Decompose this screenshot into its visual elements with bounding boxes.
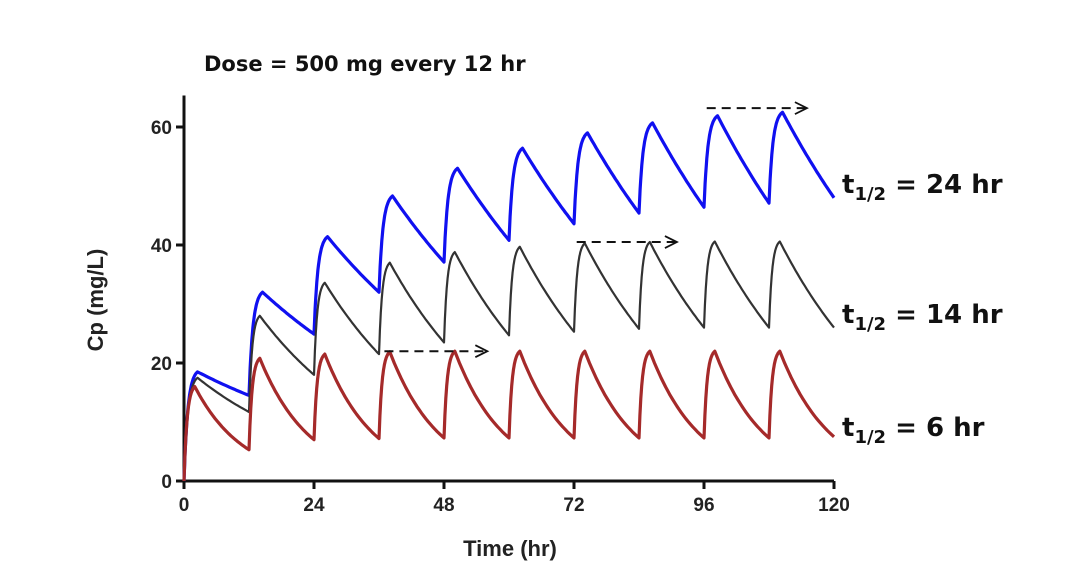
y-tick-label: 0 [161, 472, 172, 493]
x-tick-label: 0 [179, 495, 190, 516]
series-line-2 [182, 349, 836, 482]
y-tick-label: 40 [151, 236, 172, 257]
x-tick-label: 120 [818, 495, 850, 516]
y-tick-label: 60 [151, 118, 172, 139]
series-line-0 [182, 110, 836, 482]
chart-title: Dose = 500 mg every 12 hr [204, 52, 526, 76]
x-tick-label: 96 [693, 495, 714, 516]
series-label-14hr: t1/2 = 14 hr [842, 300, 1003, 335]
series-label-6hr: t1/2 = 6 hr [842, 413, 985, 448]
series-label-24hr: t1/2 = 24 hr [842, 170, 1003, 205]
arrow-head-icon [794, 101, 809, 115]
x-tick-label: 24 [303, 495, 325, 516]
y-axis-label: Cp (mg/L) [83, 249, 108, 352]
x-tick-label: 72 [563, 495, 584, 516]
arrow-head-icon [474, 344, 490, 359]
arrow-head-icon [664, 235, 679, 249]
x-axis-label: Time (hr) [463, 536, 557, 561]
series-line-1 [182, 240, 835, 482]
x-tick-label: 48 [433, 495, 454, 516]
y-tick-label: 20 [151, 354, 172, 375]
